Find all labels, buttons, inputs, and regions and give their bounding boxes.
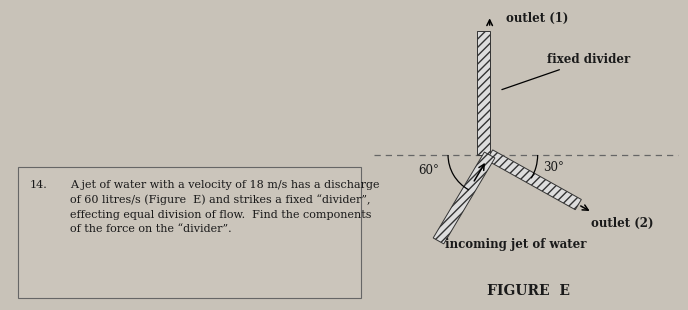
Text: 60°: 60° (418, 164, 440, 177)
Text: incoming jet of water: incoming jet of water (445, 238, 586, 251)
Polygon shape (433, 152, 495, 244)
Polygon shape (477, 31, 490, 155)
Text: fixed divider: fixed divider (502, 53, 630, 90)
FancyBboxPatch shape (19, 167, 361, 298)
Polygon shape (486, 150, 581, 210)
Text: 14.: 14. (30, 180, 47, 190)
Text: outlet (2): outlet (2) (591, 217, 654, 230)
Text: A jet of water with a velocity of 18 m/s has a discharge
of 60 litres/s (Figure : A jet of water with a velocity of 18 m/s… (70, 180, 380, 234)
Text: outlet (1): outlet (1) (506, 12, 568, 25)
Text: 30°: 30° (544, 161, 564, 174)
Text: FIGURE  E: FIGURE E (486, 284, 570, 299)
